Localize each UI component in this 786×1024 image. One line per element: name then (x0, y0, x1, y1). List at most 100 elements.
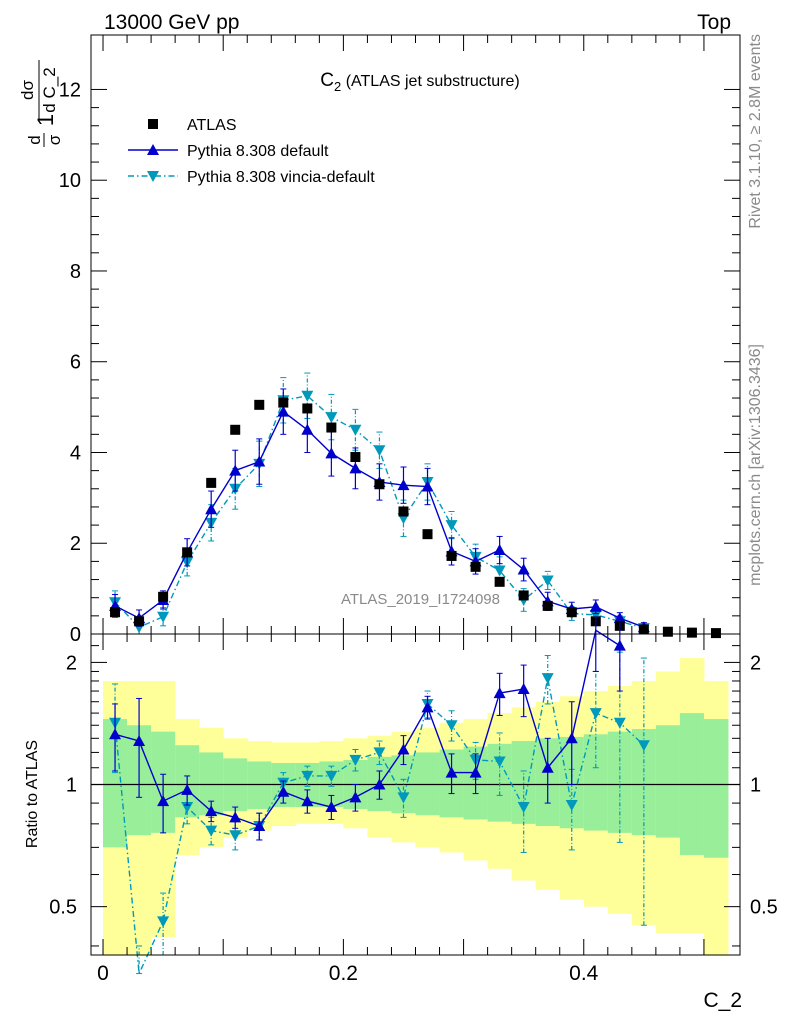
atlas-point (518, 590, 529, 601)
ratio-inner-band (247, 761, 272, 810)
legend-label-0: ATLAS (187, 117, 237, 134)
main-ytick-label-1: 2 (70, 533, 81, 555)
rivet-version-text: Rivet 3.1.10, ≥ 2.8M events (747, 34, 764, 229)
pythia-ratio-point (229, 811, 242, 823)
main-panel: 0 2 4 6 8 10 12 C2 (ATLAS jet substructure) AT… (18, 34, 741, 646)
legend-marker-2 (147, 171, 159, 182)
pythia-point (517, 563, 530, 575)
svg-text:dσ: dσ (18, 80, 37, 100)
ratio-panel-ticks: 0.5 0.5 1 1 2 2 0 0.2 0.4 (49, 634, 778, 985)
vincia-ratio-point (565, 800, 578, 812)
pythia-ratio-point (613, 639, 626, 651)
pythia-ratio-point (517, 682, 530, 694)
vincia-ratio-point (541, 673, 554, 685)
atlas-point (278, 397, 289, 408)
atlas-point (326, 422, 337, 433)
main-ytick-label-5: 10 (59, 170, 81, 192)
vincia-ratio-point (325, 770, 338, 782)
main-panel-ticks: 0 2 4 6 8 10 12 (59, 35, 740, 646)
atlas-point (422, 529, 433, 540)
pythia-ratio-point (133, 735, 146, 747)
ratio-ytick-label-left-0: 0.5 (49, 897, 77, 919)
pythia-ratio-point (325, 801, 338, 813)
atlas-point (374, 479, 385, 490)
vincia-ratio-point (205, 825, 218, 837)
ratio-ytick-label-right-2: 2 (750, 652, 761, 674)
vincia-point (541, 575, 554, 587)
ratio-panel: 0.5 0.5 1 1 2 2 0 0.2 0.4 Ratio to ATLAS C_2 (24, 616, 778, 1012)
atlas-point (302, 403, 313, 414)
vincia-point (589, 609, 602, 621)
main-ytick-label-4: 8 (70, 261, 81, 283)
pythia-ratio-point (565, 732, 578, 744)
mcplots-reference-text: mcplots.cern.ch [arXiv:1306.3436] (747, 344, 764, 586)
ratio-ytick-label-right-0: 0.5 (750, 897, 778, 919)
atlas-point (566, 607, 577, 618)
main-ytick-label-2: 4 (70, 442, 81, 464)
ratio-xtick-label-1: 0.2 (329, 962, 358, 985)
vincia-ratio-point (613, 717, 626, 729)
pythia-point (253, 455, 266, 467)
ratio-panel-frame (90, 633, 741, 956)
pythia-point (325, 447, 338, 459)
atlas-point (158, 591, 169, 602)
pythia-point (205, 503, 218, 515)
vincia-ratio-point (349, 754, 362, 766)
ratio-inner-band (583, 734, 609, 831)
atlas-point (350, 452, 361, 463)
pythia-point (397, 479, 410, 491)
pythia-ratio-line (114, 629, 621, 827)
atlas-point (542, 600, 553, 611)
legend-marker-0 (148, 119, 158, 129)
main-panel-series (109, 372, 721, 639)
atlas-point (638, 624, 649, 635)
atlas-point (398, 506, 409, 517)
pythia-point (349, 462, 362, 474)
pythia-point (277, 405, 290, 417)
atlas-point (230, 424, 241, 435)
main-ytick-label-3: 6 (70, 352, 81, 374)
pythia-ratio-point (397, 743, 410, 755)
vincia-ratio-point (301, 770, 314, 782)
svg-text:d: d (25, 135, 44, 144)
ratio-panel-series (109, 616, 650, 977)
vincia-ratio-point (493, 756, 506, 768)
atlas-point (182, 547, 193, 558)
vincia-point (445, 520, 458, 532)
vincia-ratio-point (157, 916, 170, 928)
pythia-point (229, 464, 242, 476)
vincia-point (325, 412, 338, 424)
ratio-xtick-label-0: 0 (97, 962, 109, 985)
ratio-uncertainty-bands (103, 658, 729, 955)
vincia-ratio-point (445, 720, 458, 732)
ratio-inner-band (703, 719, 729, 858)
pythia-ratio-point (157, 795, 170, 807)
vincia-point (157, 611, 170, 623)
ratio-inner-band (415, 752, 441, 816)
ratio-ytick-label-left-2: 2 (66, 652, 77, 674)
vincia-point (301, 390, 314, 402)
pythia-ratio-point (109, 728, 122, 740)
vincia-ratio-point (589, 708, 602, 720)
pythia-ratio-point (277, 785, 290, 797)
atlas-point (110, 607, 121, 618)
main-ytick-label-0: 0 (70, 624, 81, 646)
pythia-ratio-point (373, 778, 386, 790)
legend: ATLAS Pythia 8.308 default Pythia 8.308 vi… (128, 117, 375, 186)
x-axis-label: C_2 (703, 989, 742, 1012)
pythia-ratio-point (421, 701, 434, 713)
svg-text:1: 1 (33, 114, 58, 126)
ratio-inner-band (655, 725, 681, 838)
pythia-ratio-point (469, 766, 482, 778)
header-right: Top (697, 11, 731, 34)
legend-marker-1 (147, 144, 159, 155)
ratio-y-axis-label: Ratio to ATLAS (24, 740, 41, 848)
analysis-watermark: ATLAS_2019_I1724098 (341, 591, 500, 608)
main-panel-title: C2 (ATLAS jet substructure) (320, 70, 519, 94)
pythia-ratio-point (493, 687, 506, 699)
legend-label-1: Pythia 8.308 default (187, 143, 329, 160)
atlas-point (470, 561, 481, 572)
pythia-ratio-point (181, 783, 194, 795)
vincia-ratio-point (517, 802, 530, 814)
vincia-ratio-point (373, 747, 386, 759)
